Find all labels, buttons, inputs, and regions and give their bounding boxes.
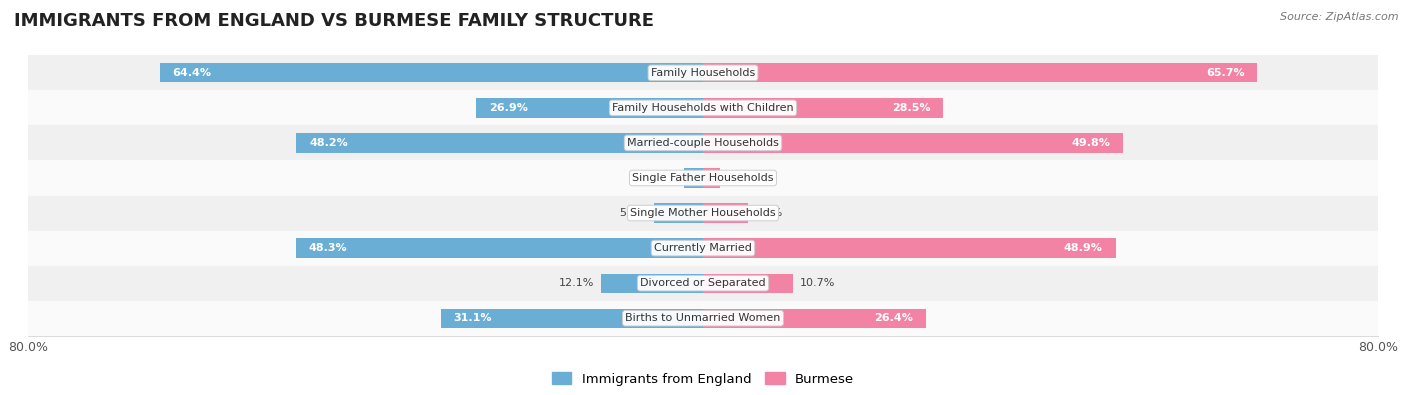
Text: 2.0%: 2.0%	[727, 173, 755, 183]
Bar	[295, 239, 703, 258]
Text: 49.8%: 49.8%	[1071, 138, 1111, 148]
Bar	[28, 265, 1378, 301]
Bar	[28, 126, 1378, 160]
Bar	[703, 308, 925, 328]
Text: 26.4%: 26.4%	[875, 313, 912, 323]
Text: IMMIGRANTS FROM ENGLAND VS BURMESE FAMILY STRUCTURE: IMMIGRANTS FROM ENGLAND VS BURMESE FAMIL…	[14, 12, 654, 30]
Bar	[600, 273, 703, 293]
Bar	[477, 98, 703, 118]
Bar	[28, 231, 1378, 265]
Bar	[703, 63, 1257, 83]
Bar	[654, 203, 703, 223]
Text: 48.3%: 48.3%	[308, 243, 347, 253]
Bar	[28, 55, 1378, 90]
Text: 5.8%: 5.8%	[619, 208, 647, 218]
Bar	[703, 203, 748, 223]
Text: Births to Unmarried Women: Births to Unmarried Women	[626, 313, 780, 323]
Bar	[28, 301, 1378, 336]
Text: Source: ZipAtlas.com: Source: ZipAtlas.com	[1281, 12, 1399, 22]
Bar	[703, 98, 943, 118]
Text: Single Mother Households: Single Mother Households	[630, 208, 776, 218]
Text: 64.4%: 64.4%	[173, 68, 211, 78]
Text: Family Households with Children: Family Households with Children	[612, 103, 794, 113]
Text: 28.5%: 28.5%	[893, 103, 931, 113]
Bar	[703, 239, 1115, 258]
Text: Currently Married: Currently Married	[654, 243, 752, 253]
Bar	[703, 273, 793, 293]
Bar	[28, 196, 1378, 231]
Text: 26.9%: 26.9%	[489, 103, 527, 113]
Text: 65.7%: 65.7%	[1206, 68, 1244, 78]
Text: 10.7%: 10.7%	[800, 278, 835, 288]
Text: Single Father Households: Single Father Households	[633, 173, 773, 183]
Text: Divorced or Separated: Divorced or Separated	[640, 278, 766, 288]
Text: Married-couple Households: Married-couple Households	[627, 138, 779, 148]
Text: 5.3%: 5.3%	[755, 208, 783, 218]
Text: 48.2%: 48.2%	[309, 138, 347, 148]
Bar	[440, 308, 703, 328]
Bar	[685, 168, 703, 188]
Bar	[160, 63, 703, 83]
Bar	[28, 90, 1378, 125]
Text: 31.1%: 31.1%	[453, 313, 492, 323]
Text: 2.2%: 2.2%	[650, 173, 678, 183]
Legend: Immigrants from England, Burmese: Immigrants from England, Burmese	[547, 367, 859, 391]
Text: Family Households: Family Households	[651, 68, 755, 78]
Text: 12.1%: 12.1%	[558, 278, 595, 288]
Text: 48.9%: 48.9%	[1064, 243, 1102, 253]
Bar	[28, 160, 1378, 196]
Bar	[703, 133, 1123, 152]
Bar	[297, 133, 703, 152]
Bar	[703, 168, 720, 188]
